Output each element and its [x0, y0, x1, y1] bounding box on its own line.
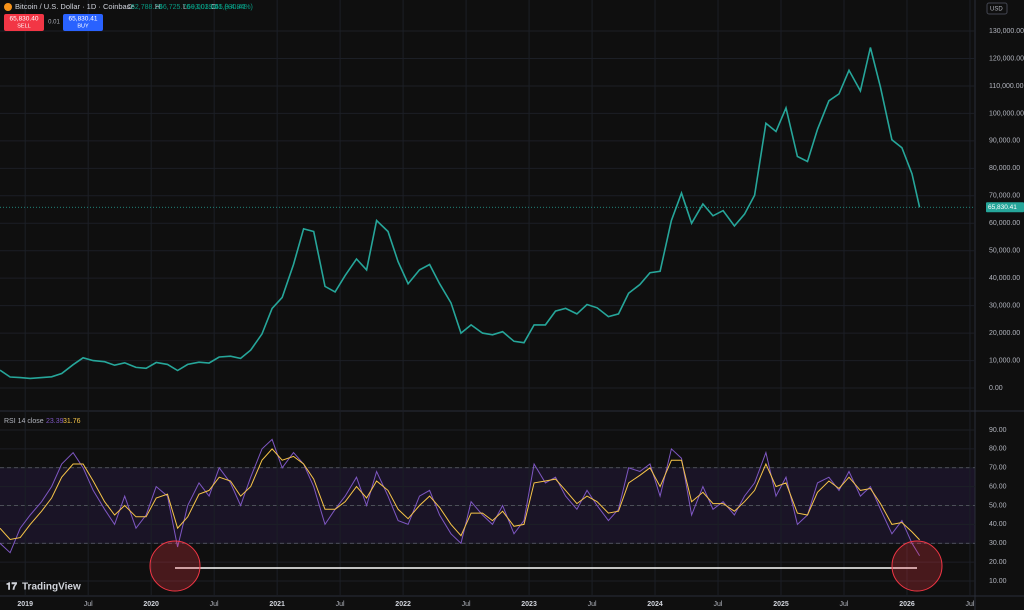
last-price-label: 65,830.41: [988, 204, 1017, 211]
y-tick-label: 10,000.00: [989, 357, 1020, 364]
currency[interactable]: USD: [990, 7, 1003, 13]
series-line: [0, 47, 921, 380]
ohlc-value: 65,830.41: [215, 4, 246, 11]
y-tick-label: 130,000.00: [989, 28, 1024, 35]
annotation-circle: [149, 540, 201, 592]
x-tick-label: 2026: [899, 601, 915, 608]
value-label: 31.76: [63, 418, 81, 425]
y-tick-label: 0.00: [989, 385, 1003, 392]
x-tick-label: 2022: [395, 601, 411, 608]
buy-price[interactable]: 65,830.41: [69, 16, 98, 23]
ohlc-value: 62,788.28: [131, 4, 162, 11]
spread: 0.01: [48, 20, 60, 26]
ohlc-value: 60,001.00: [187, 4, 218, 11]
series-line: [0, 448, 920, 541]
x-tick-label: Jul: [84, 601, 93, 608]
series-line: [0, 438, 921, 556]
y-tick-label: 90.00: [989, 427, 1007, 434]
x-tick-label: Jul: [840, 601, 849, 608]
ohlc-key: O: [127, 4, 133, 11]
ohlc-key: H: [155, 4, 160, 11]
x-tick-label: Jul: [336, 601, 345, 608]
sell-price[interactable]: 65,830.40: [10, 16, 39, 23]
value-label: 23.39: [46, 418, 64, 425]
y-tick-label: 20,000.00: [989, 330, 1020, 337]
last-price-tag: [986, 202, 1024, 213]
x-tick-label: 2024: [647, 601, 663, 608]
change: +3,039.41 (+4.84%): [191, 4, 253, 11]
x-tick-label: 2020: [143, 601, 159, 608]
y-tick-label: 50,000.00: [989, 248, 1020, 255]
symbol-icon: [4, 3, 12, 11]
buy-label[interactable]: BUY: [77, 23, 89, 29]
x-tick-label: 2025: [773, 601, 789, 608]
x-tick-label: 2019: [17, 601, 33, 608]
annotation-circle: [891, 540, 943, 592]
y-tick-label: 30.00: [989, 540, 1007, 547]
symbol: Bitcoin / U.S. Dollar · 1D · Coinbase: [15, 2, 135, 11]
y-tick-label: 100,000.00: [989, 110, 1024, 117]
y-tick-label: 50.00: [989, 502, 1007, 509]
y-tick-label: 10.00: [989, 578, 1007, 585]
sell-button[interactable]: [4, 14, 44, 31]
y-tick-label: 80.00: [989, 446, 1007, 453]
brand-icon[interactable]: 𝟏𝟕: [6, 582, 18, 593]
x-tick-label: 2021: [269, 601, 285, 608]
y-tick-label: 40.00: [989, 521, 1007, 528]
x-tick-label: Jul: [965, 601, 974, 608]
y-tick-label: 70,000.00: [989, 193, 1020, 200]
marks: 65,830.41 23.39 31.76: [0, 47, 1024, 556]
y-tick-label: 60,000.00: [989, 220, 1020, 227]
currency-box[interactable]: [986, 2, 1008, 15]
ohlc-value: 66,725.76: [159, 4, 190, 11]
sell-label[interactable]: SELL: [17, 23, 30, 29]
ohlc-key: C: [211, 4, 216, 11]
y-tick-label: 30,000.00: [989, 302, 1020, 309]
x-tick-label: 2023: [521, 601, 537, 608]
y-tick-label: 120,000.00: [989, 55, 1024, 62]
y-tick-label: 70.00: [989, 465, 1007, 472]
y-tick-label: 90,000.00: [989, 138, 1020, 145]
brand-logo[interactable]: TradingView: [22, 582, 81, 593]
x-tick-label: Jul: [462, 601, 471, 608]
x-tick-label: Jul: [714, 601, 723, 608]
y-tick-label: 60.00: [989, 483, 1007, 490]
buy-button[interactable]: [63, 14, 103, 31]
x-tick-label: Jul: [210, 601, 219, 608]
y-tick-label: 20.00: [989, 559, 1007, 566]
y-tick-label: 40,000.00: [989, 275, 1020, 282]
ohlc-key: L: [183, 4, 187, 11]
y-tick-label: 80,000.00: [989, 165, 1020, 172]
x-tick-label: Jul: [588, 601, 597, 608]
y-tick-label: 110,000.00: [989, 83, 1024, 90]
rsi-title: RSI 14 close: [4, 418, 44, 425]
